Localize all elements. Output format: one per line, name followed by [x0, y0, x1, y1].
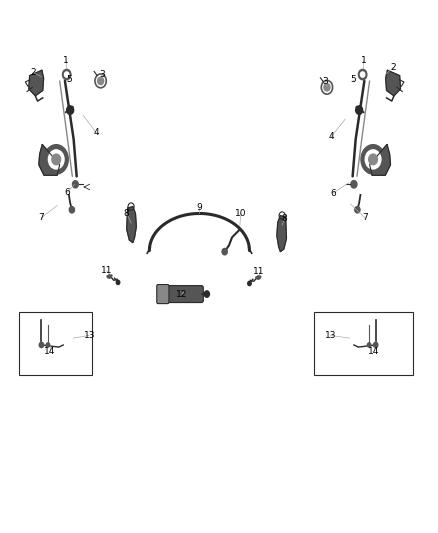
Circle shape: [365, 150, 381, 169]
Text: 3: 3: [99, 70, 105, 79]
Circle shape: [39, 342, 44, 348]
Text: 4: 4: [93, 128, 99, 138]
Wedge shape: [256, 276, 261, 279]
Text: 14: 14: [368, 347, 379, 356]
Polygon shape: [127, 207, 136, 243]
Circle shape: [369, 154, 378, 165]
Polygon shape: [277, 216, 286, 252]
Polygon shape: [39, 144, 60, 175]
Text: 10: 10: [235, 209, 247, 218]
Circle shape: [361, 144, 385, 174]
Circle shape: [116, 280, 120, 285]
Circle shape: [351, 181, 357, 188]
Circle shape: [374, 342, 378, 348]
Text: 7: 7: [362, 213, 367, 222]
Polygon shape: [386, 70, 400, 96]
Circle shape: [46, 343, 49, 347]
Circle shape: [360, 72, 365, 77]
Text: 3: 3: [322, 77, 328, 86]
Circle shape: [222, 248, 227, 255]
Circle shape: [72, 181, 78, 188]
Text: 5: 5: [350, 75, 356, 84]
Text: 9: 9: [197, 203, 202, 212]
Text: 4: 4: [328, 132, 334, 141]
Text: 13: 13: [84, 331, 95, 340]
FancyBboxPatch shape: [157, 285, 169, 304]
Text: 11: 11: [101, 266, 113, 275]
Text: 1: 1: [360, 56, 366, 65]
FancyBboxPatch shape: [163, 286, 203, 303]
Circle shape: [69, 207, 74, 213]
Text: 11: 11: [253, 268, 265, 276]
Text: 5: 5: [66, 75, 72, 84]
Wedge shape: [107, 275, 112, 278]
Text: 2: 2: [390, 63, 396, 72]
Text: 12: 12: [177, 289, 188, 298]
Circle shape: [52, 154, 60, 165]
Polygon shape: [370, 144, 391, 175]
Text: 6: 6: [330, 189, 336, 198]
Circle shape: [356, 106, 363, 114]
Circle shape: [358, 69, 367, 80]
Circle shape: [324, 84, 330, 91]
Text: 8: 8: [124, 209, 130, 218]
FancyBboxPatch shape: [19, 312, 92, 375]
Circle shape: [367, 343, 371, 347]
Circle shape: [355, 207, 360, 213]
Circle shape: [98, 77, 104, 85]
Circle shape: [62, 69, 71, 80]
Text: 6: 6: [65, 188, 71, 197]
Text: 7: 7: [39, 213, 44, 222]
Circle shape: [48, 150, 64, 169]
Circle shape: [248, 281, 251, 286]
Text: 14: 14: [44, 347, 56, 356]
Circle shape: [204, 291, 209, 297]
Circle shape: [44, 144, 68, 174]
Text: 13: 13: [325, 331, 336, 340]
Polygon shape: [29, 70, 44, 96]
Circle shape: [64, 72, 69, 77]
FancyBboxPatch shape: [314, 312, 413, 375]
Text: 2: 2: [30, 68, 36, 77]
Text: 1: 1: [63, 56, 69, 65]
Circle shape: [67, 106, 74, 114]
Text: 8: 8: [281, 214, 287, 223]
